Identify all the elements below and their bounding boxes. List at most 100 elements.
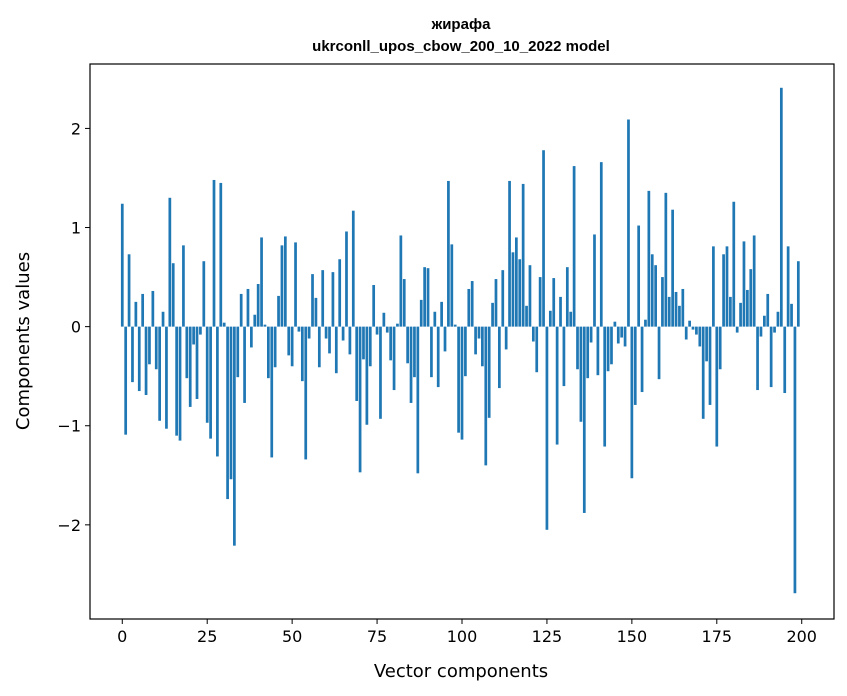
bar-183 [742,241,746,327]
bar-160 [664,192,668,327]
bar-71 [362,326,365,360]
chart-subtitle: ukrconll_upos_cbow_200_10_2022 model [312,38,610,55]
bar-94 [440,301,443,327]
bar-21 [192,326,195,345]
bar-20 [188,326,192,407]
bar-81 [396,323,399,327]
bar-52 [297,326,301,332]
bar-72 [365,326,369,425]
bar-16 [175,326,178,436]
bar-147 [620,326,624,338]
bar-195 [783,326,787,394]
bar-55 [307,326,311,339]
bar-23 [199,326,202,335]
bar-35 [239,293,243,327]
bar-150 [630,326,634,479]
bar-78 [385,326,389,333]
bar-198 [793,326,797,594]
bar-33 [233,326,236,546]
bar-97 [450,244,454,327]
bar-119 [525,305,528,327]
bar-135 [579,326,583,422]
bar-62 [331,272,335,327]
bar-103 [470,281,474,327]
bar-187 [756,326,759,391]
bar-2 [127,254,131,327]
bar-43 [267,326,270,379]
x-axis-ticks: 0 25 50 75 100 125 150 175 200 [117,619,817,646]
bar-50 [290,326,294,367]
bar-74 [372,285,376,327]
x-tick-label: 175 [702,627,733,646]
bar-133 [572,166,576,327]
bar-70 [358,326,362,473]
bar-179 [729,296,732,327]
bar-54 [304,326,308,460]
bar-157 [654,265,657,327]
bar-42 [263,324,267,327]
bar-125 [545,326,549,530]
bar-51 [294,242,297,327]
bar-149 [627,119,630,327]
bar-83 [402,279,406,327]
x-tick-label: 75 [367,627,387,646]
bar-117 [518,259,522,327]
bar-101 [464,326,467,377]
bar-45 [273,326,277,368]
bar-58 [317,326,321,368]
bar-27 [212,179,216,327]
bar-36 [243,326,246,403]
bar-191 [769,326,773,388]
bar-130 [562,326,566,387]
bar-79 [389,326,393,361]
bar-112 [501,270,505,327]
bar-134 [576,326,579,370]
bar-142 [603,326,607,447]
bar-167 [688,320,691,327]
bar-106 [481,326,484,367]
bar-3 [131,326,134,383]
bar-41 [260,237,263,327]
chart-title: жирафа [431,16,491,33]
x-axis-label: Vector components [374,661,548,682]
bar-66 [345,231,348,327]
bar-166 [684,326,688,340]
bar-107 [484,326,488,466]
bar-152 [637,225,641,327]
bar-88 [419,299,423,327]
bar-124 [542,150,545,327]
bar-6 [141,293,145,327]
bar-120 [528,265,532,327]
bar-99 [457,326,460,433]
bar-39 [253,314,257,327]
bar-40 [256,284,260,327]
bar-108 [487,326,491,418]
bar-189 [763,315,766,327]
bar-174 [712,246,715,327]
x-tick-label: 100 [447,627,478,646]
bar-153 [640,326,644,393]
bar-113 [504,326,508,350]
bar-32 [229,326,233,480]
bar-47 [280,245,284,327]
bar-193 [776,311,780,327]
bars-group [120,87,800,594]
x-tick-label: 200 [786,627,817,646]
bar-177 [722,254,725,327]
bar-73 [368,326,372,367]
y-tick-label: 1 [71,219,81,238]
bar-13 [165,326,168,429]
bar-69 [355,326,359,401]
bar-26 [209,326,212,439]
bar-9 [151,290,155,327]
bar-170 [698,326,702,347]
bar-188 [759,326,763,337]
y-tick-label: −1 [57,417,81,436]
bar-140 [596,326,600,376]
bar-139 [593,234,596,327]
bar-199 [796,261,800,327]
bar-75 [375,326,379,335]
bar-29 [219,182,223,327]
bar-110 [494,279,498,327]
